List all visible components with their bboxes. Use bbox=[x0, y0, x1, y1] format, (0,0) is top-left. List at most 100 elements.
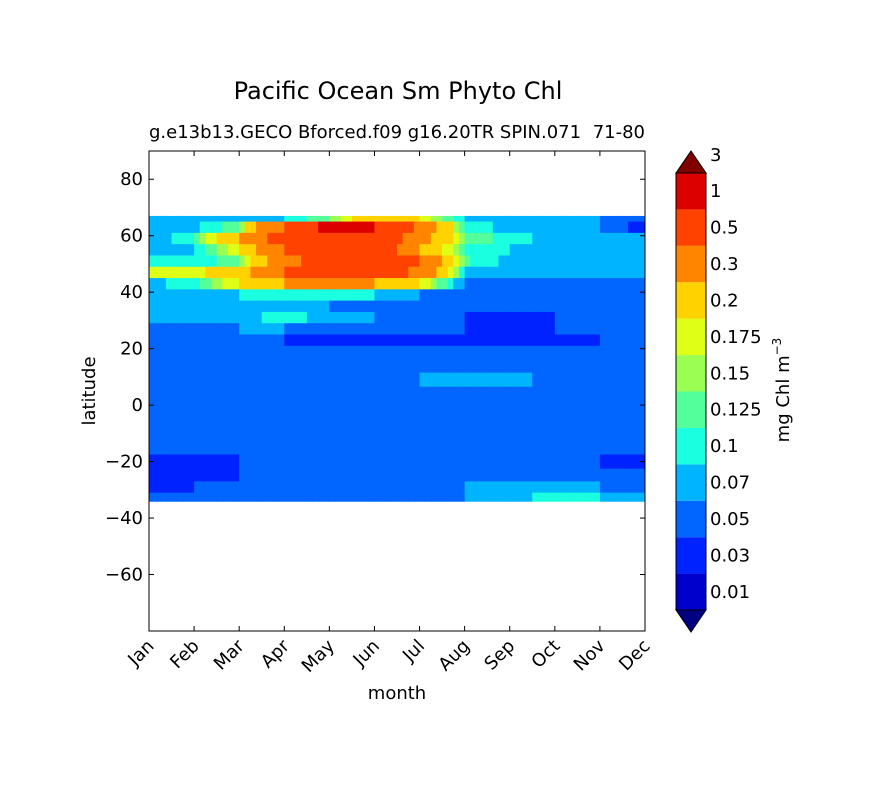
heatmap-cell bbox=[340, 221, 347, 234]
heatmap-cell bbox=[323, 334, 330, 347]
heatmap-cell bbox=[385, 372, 392, 388]
heatmap-cell bbox=[521, 386, 528, 401]
heatmap-cell bbox=[312, 300, 319, 313]
heatmap-cell bbox=[177, 468, 184, 482]
heatmap-cell bbox=[616, 215, 624, 223]
heatmap-cell bbox=[554, 426, 562, 442]
heatmap-cell bbox=[566, 358, 573, 374]
chart-subtitle-right: 71-80 bbox=[593, 122, 645, 143]
heatmap-cell bbox=[633, 345, 640, 360]
heatmap-cell bbox=[312, 372, 319, 388]
heatmap-cell bbox=[599, 386, 607, 401]
heatmap-cell bbox=[543, 300, 550, 313]
heatmap-cell bbox=[306, 221, 314, 234]
heatmap-cell bbox=[583, 221, 590, 234]
heatmap-cell bbox=[273, 440, 280, 456]
heatmap-cell bbox=[335, 454, 342, 470]
heatmap-cell bbox=[492, 300, 500, 313]
heatmap-cell bbox=[588, 300, 595, 313]
heatmap-cell bbox=[408, 278, 415, 290]
heatmap-cell bbox=[385, 311, 392, 324]
heatmap-cell bbox=[301, 311, 308, 324]
heatmap-cell bbox=[447, 255, 454, 268]
heatmap-cell bbox=[498, 255, 505, 268]
heatmap-cell bbox=[430, 426, 438, 442]
heatmap-cell bbox=[566, 492, 573, 502]
heatmap-cell bbox=[165, 426, 173, 442]
heatmap-cell bbox=[436, 334, 443, 347]
heatmap-cell bbox=[199, 300, 206, 313]
heatmap-cell bbox=[380, 454, 387, 470]
heatmap-cell bbox=[171, 215, 178, 223]
heatmap-cell bbox=[154, 412, 161, 427]
heatmap-cell bbox=[188, 492, 195, 502]
heatmap-cell bbox=[498, 358, 505, 374]
heatmap-cell bbox=[374, 426, 381, 442]
heatmap-cell bbox=[447, 372, 454, 388]
heatmap-cell bbox=[380, 278, 387, 290]
heatmap-cell bbox=[267, 323, 274, 336]
heatmap-cell bbox=[380, 232, 387, 245]
heatmap-cell bbox=[408, 372, 415, 388]
heatmap-cell bbox=[374, 289, 381, 302]
heatmap-cell bbox=[560, 289, 567, 302]
heatmap-cell bbox=[408, 232, 415, 245]
heatmap-cell bbox=[289, 372, 297, 388]
heatmap-cell bbox=[549, 278, 556, 290]
heatmap-cell bbox=[413, 311, 421, 324]
heatmap-cell bbox=[537, 468, 545, 482]
heatmap-cell bbox=[368, 221, 376, 234]
heatmap-cell bbox=[549, 492, 556, 502]
heatmap-cell bbox=[583, 358, 590, 374]
heatmap-cell bbox=[205, 492, 212, 502]
heatmap-cell bbox=[289, 278, 297, 290]
heatmap-cell bbox=[408, 492, 415, 502]
heatmap-cell bbox=[554, 358, 562, 374]
heatmap-cell bbox=[571, 311, 578, 324]
heatmap-cell bbox=[357, 386, 364, 401]
heatmap-cell bbox=[464, 334, 471, 347]
heatmap-cell bbox=[278, 289, 285, 302]
heatmap-cell bbox=[340, 278, 347, 290]
heatmap-cell bbox=[588, 244, 595, 257]
heatmap-cell bbox=[171, 334, 178, 347]
heatmap-cell bbox=[346, 426, 353, 442]
heatmap-cell bbox=[442, 278, 449, 290]
heatmap-cell bbox=[211, 215, 218, 223]
heatmap-cell bbox=[182, 300, 190, 313]
heatmap-cell bbox=[250, 454, 257, 470]
heatmap-cell bbox=[323, 440, 330, 456]
heatmap-cell bbox=[335, 215, 342, 223]
heatmap-cell bbox=[492, 323, 500, 336]
heatmap-cell bbox=[492, 386, 500, 401]
heatmap-cell bbox=[622, 323, 629, 336]
heatmap-cell bbox=[160, 492, 167, 502]
heatmap-cell bbox=[391, 358, 398, 374]
heatmap-cell bbox=[492, 440, 500, 456]
heatmap-cell bbox=[616, 300, 624, 313]
heatmap-cell bbox=[182, 278, 190, 290]
heatmap-cell bbox=[329, 278, 336, 290]
heatmap-cell bbox=[256, 426, 263, 442]
heatmap-cell bbox=[295, 300, 302, 313]
heatmap-cell bbox=[566, 412, 573, 427]
heatmap-cell bbox=[408, 481, 415, 494]
heatmap-cell bbox=[413, 345, 421, 360]
heatmap-cell bbox=[594, 358, 601, 374]
heatmap-cell bbox=[402, 289, 409, 302]
heatmap-cell bbox=[515, 426, 522, 442]
heatmap-cell bbox=[402, 468, 409, 482]
heatmap-cell bbox=[385, 323, 392, 336]
heatmap-cell bbox=[475, 399, 483, 413]
heatmap-cell bbox=[408, 412, 415, 427]
heatmap-cell bbox=[160, 481, 167, 494]
heatmap-cell bbox=[521, 481, 528, 494]
heatmap-cell bbox=[504, 481, 511, 494]
heatmap-cell bbox=[222, 334, 229, 347]
heatmap-cell bbox=[335, 345, 342, 360]
heatmap-cell bbox=[464, 386, 471, 401]
heatmap-cell bbox=[267, 454, 274, 470]
heatmap-cell bbox=[504, 278, 511, 290]
heatmap-cell bbox=[616, 244, 624, 257]
